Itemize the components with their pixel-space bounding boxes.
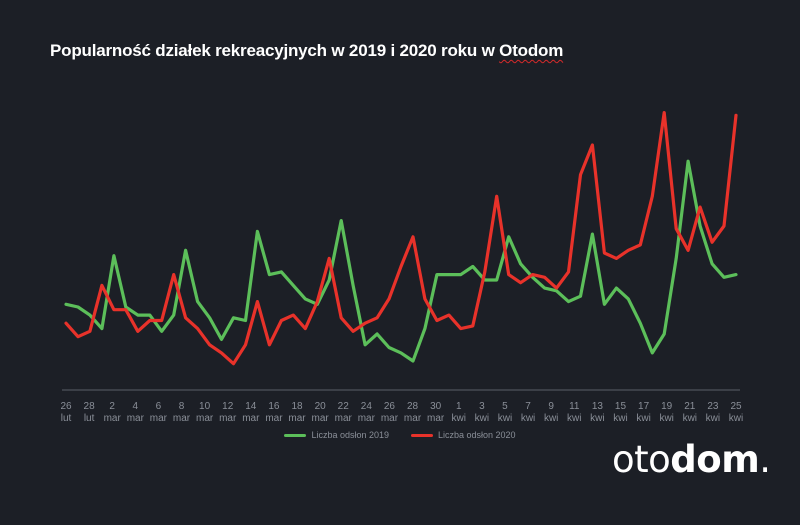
x-tick-day: 25 — [730, 401, 742, 412]
legend-swatch-2019 — [284, 433, 307, 437]
x-tick-month: kwi — [659, 413, 673, 424]
otodom-logo: otodom. — [612, 438, 771, 481]
chart-title-brand: Otodom — [499, 41, 564, 60]
x-tick-day: 19 — [661, 401, 673, 412]
x-tick-month: kwi — [683, 413, 697, 424]
legend-swatch-2020 — [411, 433, 433, 437]
x-tick-month: kwi — [613, 413, 627, 424]
x-tick-day: 18 — [291, 401, 303, 412]
x-tick-day: 15 — [615, 401, 627, 412]
x-tick-month: mar — [104, 413, 122, 424]
x-tick-day: 2 — [109, 401, 115, 412]
x-tick-month: mar — [265, 413, 283, 424]
x-tick-month: kwi — [475, 413, 489, 424]
x-tick-month: mar — [335, 413, 353, 424]
x-tick-month: mar — [404, 413, 422, 424]
x-tick-month: mar — [381, 413, 399, 424]
x-tick-month: mar — [312, 413, 330, 424]
x-tick-month: kwi — [636, 413, 650, 424]
x-tick-day: 10 — [199, 401, 211, 412]
x-tick-month: kwi — [590, 413, 604, 424]
x-tick-month: mar — [219, 413, 237, 424]
x-tick-month: lut — [84, 413, 95, 424]
legend-label-2020: Liczba odsłon 2020 — [438, 430, 516, 440]
x-tick-day: 7 — [525, 401, 531, 412]
x-tick-month: kwi — [498, 413, 512, 424]
x-tick-day: 5 — [502, 401, 508, 412]
x-tick-day: 20 — [315, 401, 327, 412]
x-tick-month: lut — [61, 413, 72, 424]
x-tick-day: 17 — [638, 401, 650, 412]
legend-item-2020: Liczba odsłon 2020 — [411, 430, 516, 440]
logo-light: oto — [612, 438, 671, 481]
x-tick-month: mar — [242, 413, 260, 424]
x-tick-month: mar — [127, 413, 145, 424]
chart-series — [64, 110, 738, 366]
x-tick-day: 14 — [245, 401, 257, 412]
x-tick-day: 23 — [707, 401, 719, 412]
x-tick-month: mar — [288, 413, 306, 424]
x-tick-month: mar — [358, 413, 376, 424]
legend-item-2019: Liczba odsłon 2019 — [284, 430, 389, 440]
series-line-2019 — [64, 159, 738, 363]
x-tick-month: kwi — [706, 413, 720, 424]
logo-dot: . — [759, 438, 771, 481]
x-tick-day: 22 — [338, 401, 350, 412]
x-tick-month: mar — [150, 413, 168, 424]
x-tick-day: 16 — [268, 401, 280, 412]
x-tick-day: 12 — [222, 401, 234, 412]
x-tick-day: 24 — [361, 401, 373, 412]
x-tick-month: kwi — [521, 413, 535, 424]
x-tick-day: 21 — [684, 401, 696, 412]
x-tick-month: mar — [427, 413, 445, 424]
chart-title: Popularność działek rekreacyjnych w 2019… — [50, 41, 563, 61]
x-tick-day: 8 — [179, 401, 185, 412]
x-tick-day: 1 — [456, 401, 462, 412]
x-tick-day: 28 — [84, 401, 96, 412]
x-tick-month: kwi — [729, 413, 743, 424]
x-tick-month: kwi — [544, 413, 558, 424]
x-tick-day: 6 — [156, 401, 162, 412]
x-tick-day: 11 — [569, 401, 580, 412]
x-tick-day: 28 — [407, 401, 419, 412]
x-tick-month: mar — [196, 413, 214, 424]
x-axis: 26lut28lut2mar4mar6mar8mar10mar12mar14ma… — [60, 389, 743, 424]
logo-bold: dom — [670, 438, 760, 481]
x-tick-day: 3 — [479, 401, 485, 412]
series-line-2020 — [64, 110, 738, 366]
x-tick-day: 30 — [430, 401, 442, 412]
legend-label-2019: Liczba odsłon 2019 — [311, 430, 389, 440]
x-tick-month: mar — [173, 413, 191, 424]
x-tick-month: kwi — [567, 413, 581, 424]
x-tick-day: 26 — [60, 401, 72, 412]
chart-legend: Liczba odsłon 2019 Liczba odsłon 2020 — [0, 430, 800, 440]
x-tick-month: kwi — [452, 413, 466, 424]
chart-title-text: Popularność działek rekreacyjnych w 2019… — [50, 41, 500, 60]
x-tick-day: 4 — [133, 401, 139, 412]
x-tick-day: 13 — [592, 401, 604, 412]
x-tick-day: 26 — [384, 401, 396, 412]
x-tick-day: 9 — [548, 401, 554, 412]
